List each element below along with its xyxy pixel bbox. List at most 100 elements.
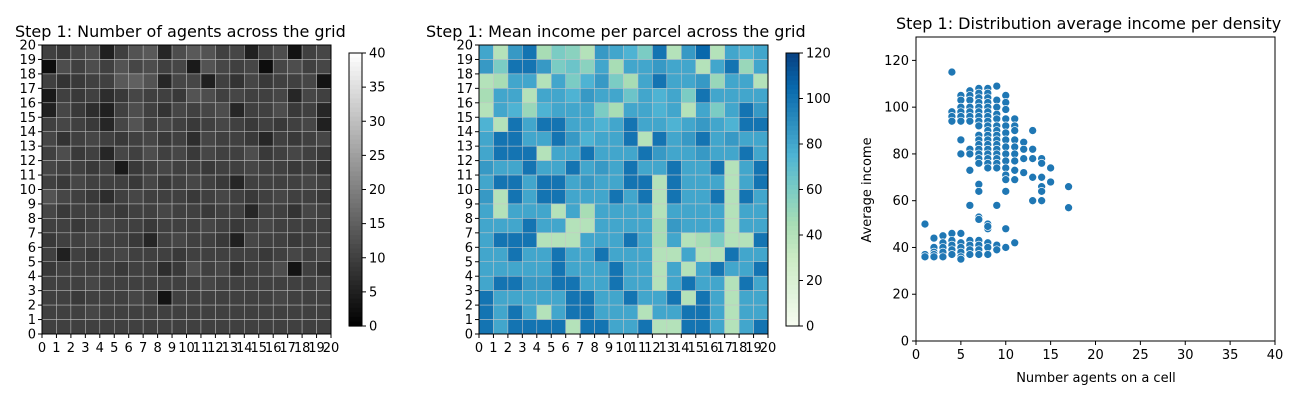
agents-heatmap-chart: Step 1: Number of agents across the grid… [15, 22, 386, 356]
agents-heatmap-cell [171, 88, 187, 104]
agents-heatmap-cell [171, 131, 187, 147]
income-heatmap-y-tick-label: 4 [465, 270, 473, 285]
income-heatmap-x-tick-label: 19 [745, 341, 762, 356]
agents-heatmap-cell [215, 102, 231, 118]
scatter-point [1010, 126, 1020, 135]
agents-heatmap-y-tick-label: 4 [28, 270, 36, 285]
scatter-plot-area [915, 36, 1276, 342]
income-heatmap-cell [709, 117, 725, 132]
agents-heatmap-cell [287, 218, 303, 234]
agents-heatmap-cell [171, 189, 187, 205]
income-heatmap-y-tick-label: 15 [456, 111, 473, 126]
agents-heatmap-cell [114, 290, 129, 306]
income-heatmap-colorbar-segment [786, 57, 799, 63]
agents-heatmap-colorbar-segment [349, 134, 362, 141]
income-heatmap-x-tick-label: 12 [644, 341, 661, 356]
scatter-x-tick-label: 40 [1267, 348, 1284, 363]
agents-heatmap-cell [70, 319, 86, 335]
agents-heatmap-cell [157, 232, 173, 248]
scatter-y-tick-label: 100 [884, 101, 909, 116]
agents-heatmap-cell [85, 232, 101, 248]
income-heatmap-cell [753, 319, 769, 335]
agents-heatmap-colorbar-segment [349, 162, 362, 168]
income-heatmap-cell [695, 290, 711, 306]
income-heatmap-cell [681, 247, 696, 263]
income-heatmap-x-tick-label: 6 [562, 341, 570, 356]
income-heatmap-cell [666, 160, 682, 176]
income-heatmap-cell [753, 247, 769, 263]
income-heatmap-cell [522, 203, 538, 219]
scatter-point [938, 252, 948, 262]
income-heatmap-cell [478, 44, 494, 60]
income-heatmap-cell [695, 44, 711, 60]
agents-heatmap-cell [229, 131, 245, 147]
agents-heatmap-colorbar-segment [349, 62, 362, 68]
income-heatmap-cell [681, 275, 696, 291]
agents-heatmap-cell [99, 44, 115, 60]
income-heatmap-cell [551, 117, 566, 132]
scatter-point [965, 165, 975, 175]
agents-heatmap-cell [114, 189, 129, 205]
agents-heatmap-cell [142, 44, 158, 60]
income-heatmap-cell [493, 59, 509, 75]
income-heatmap-cell [579, 218, 595, 234]
income-heatmap-cell [623, 59, 639, 75]
agents-heatmap-cell [85, 44, 101, 60]
agents-heatmap-cell [301, 160, 317, 176]
agents-heatmap-y-tick-label: 13 [19, 140, 36, 155]
income-heatmap-cell [695, 117, 711, 132]
agents-heatmap-cell [99, 145, 115, 161]
agents-heatmap-cell [128, 275, 144, 291]
income-heatmap-cell [666, 131, 682, 147]
agents-heatmap-colorbar-segment [349, 75, 362, 81]
scatter-point [1001, 175, 1011, 184]
income-heatmap-colorbar-segment [786, 289, 799, 295]
income-heatmap-colorbar-segment [786, 266, 799, 272]
income-heatmap-cell [594, 290, 610, 306]
income-heatmap-cell [565, 247, 581, 263]
income-heatmap-cell [695, 131, 711, 147]
agents-heatmap-cell [128, 247, 144, 263]
agents-heatmap-x-tick-label: 5 [110, 341, 118, 356]
agents-heatmap-cell [229, 59, 245, 75]
agents-heatmap-cell [186, 59, 202, 75]
agents-heatmap-cell [186, 102, 202, 118]
agents-heatmap-cell [272, 73, 288, 89]
agents-heatmap-cell [244, 319, 260, 335]
agents-heatmap-cell [316, 131, 332, 147]
income-heatmap-cell [608, 102, 624, 118]
income-heatmap-y-tick-label: 13 [456, 140, 473, 155]
income-heatmap-cell [666, 44, 682, 60]
agents-heatmap-cell [200, 73, 216, 89]
income-heatmap-y-tick-label: 1 [465, 313, 473, 328]
agents-heatmap-x-tick-label: 13 [222, 341, 239, 356]
agents-heatmap-cell [128, 145, 144, 161]
income-heatmap-cell [565, 319, 581, 335]
agents-heatmap-cell [272, 203, 288, 219]
scatter-point [929, 233, 939, 243]
income-heatmap-cell [681, 218, 696, 234]
income-heatmap-colorbar-tick-label: 120 [806, 47, 831, 62]
agents-heatmap-cell [56, 145, 72, 161]
income-heatmap-cell [652, 218, 668, 234]
agents-heatmap-cell [85, 73, 101, 89]
agents-heatmap-x-tick-label: 20 [323, 341, 340, 356]
income-heatmap-cell [594, 232, 610, 248]
agents-heatmap-cell [200, 174, 216, 190]
agents-heatmap-cell [70, 88, 86, 104]
income-heatmap-cell [681, 304, 696, 320]
income-heatmap-cell [738, 247, 754, 263]
scatter-point [992, 245, 1002, 255]
agents-heatmap-cell [287, 44, 303, 60]
agents-heatmap-colorbar-segment [349, 171, 362, 177]
income-heatmap-cell [522, 44, 538, 60]
income-heatmap-cell [579, 160, 595, 176]
agents-heatmap-cell [186, 73, 202, 89]
income-heatmap-cell [695, 59, 711, 75]
income-heatmap-cell [551, 88, 566, 104]
income-heatmap-cell [637, 117, 653, 132]
agents-heatmap-cell [142, 319, 158, 335]
income-heatmap-cell [522, 189, 538, 205]
agents-heatmap-cell [41, 261, 57, 277]
income-heatmap-cell [738, 203, 754, 219]
